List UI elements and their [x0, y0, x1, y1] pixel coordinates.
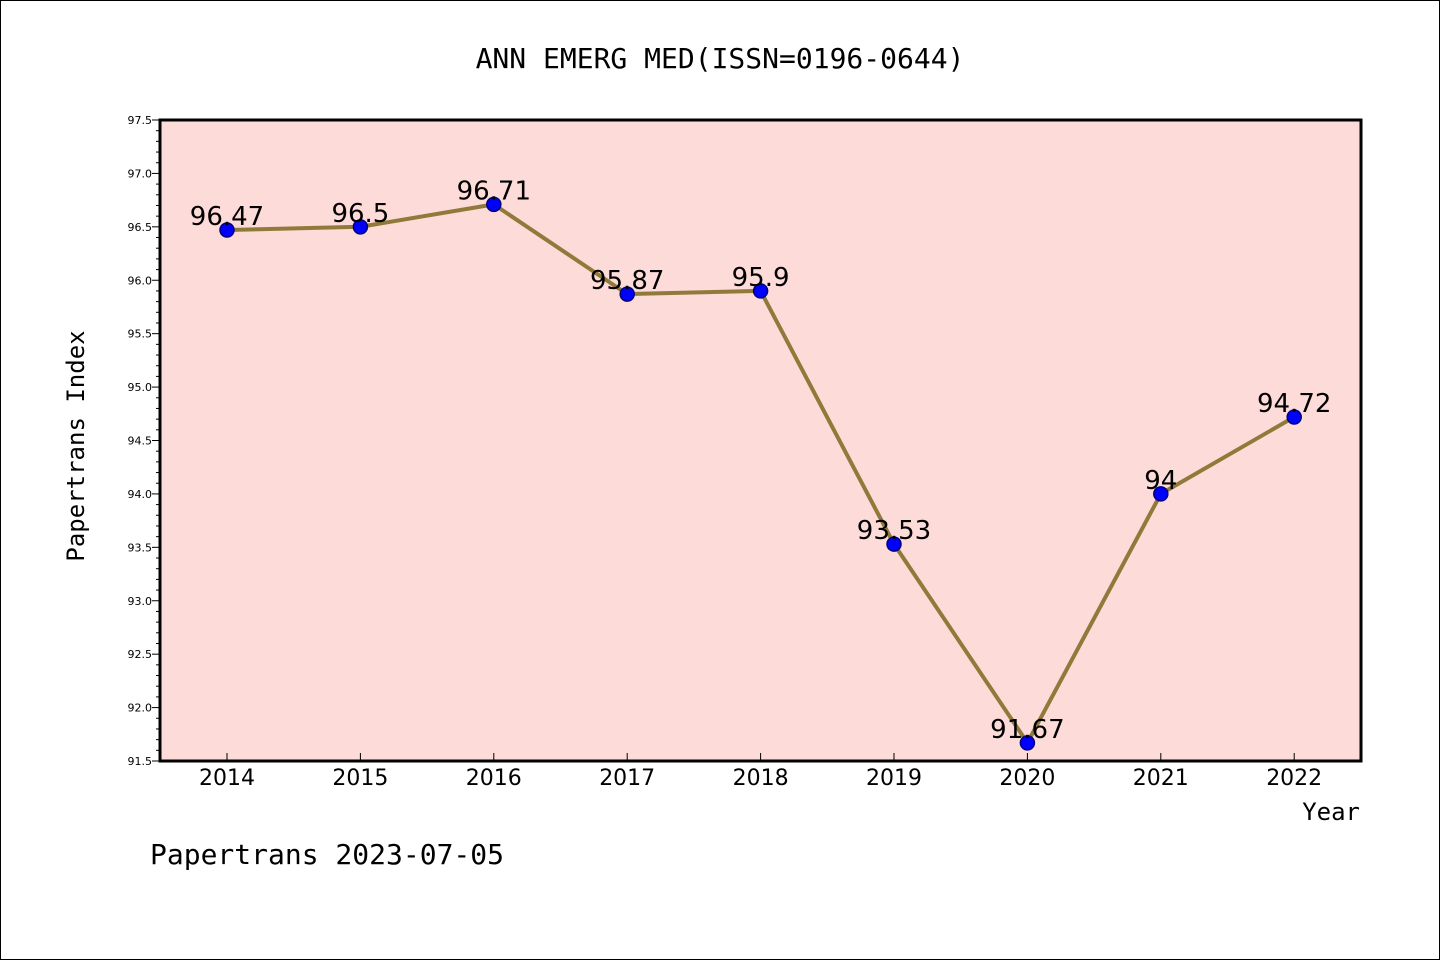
plot-border: [158, 118, 1363, 763]
data-value-label: 95.87: [590, 266, 664, 296]
y-tick-label: 96.5: [128, 221, 153, 234]
data-point: [886, 536, 902, 552]
data-value-label: 96.47: [190, 202, 264, 232]
x-tick-label: 2016: [466, 766, 522, 791]
data-point: [486, 196, 502, 213]
data-point: [219, 222, 235, 238]
y-tick-label: 95.5: [128, 328, 153, 341]
data-point: [352, 219, 369, 235]
data-value-label: 96.71: [457, 176, 531, 206]
data-value-label: 95.9: [732, 263, 790, 293]
x-tick-label: 2022: [1266, 766, 1322, 791]
x-axis-title: Year: [1302, 798, 1360, 826]
y-axis-ticks: 91.5 92.0 92.5 93.0 93.5 94.0 94.5 95.0 95.5 96.0…: [128, 114, 160, 768]
chart-title: ANN EMERG MED(ISSN=0196-0644): [476, 42, 965, 75]
x-tick-label: 2014: [199, 766, 255, 791]
data-labels: 96.47 96.5 96.71 95.87 95.9 93.53 91.67 94 94.72: [190, 176, 1332, 744]
data-point: [752, 283, 769, 299]
y-tick-label: 94.0: [128, 488, 153, 501]
y-axis-title: Papertrans Index: [62, 330, 90, 561]
footer-stamp: Papertrans 2023-07-05: [150, 838, 504, 871]
y-tick-label: 97.5: [128, 114, 153, 127]
x-tick-label: 2015: [332, 766, 388, 791]
y-tick-label: 97.0: [128, 167, 153, 180]
data-value-label: 96.5: [331, 199, 389, 229]
y-tick-label: 93.0: [128, 595, 153, 608]
x-tick-label: 2021: [1133, 766, 1189, 791]
data-value-label: 94.72: [1257, 389, 1331, 419]
data-value-label: 93.53: [857, 516, 931, 546]
y-tick-label: 94.5: [128, 435, 153, 448]
x-tick-label: 2018: [733, 766, 789, 791]
x-tick-label: 2017: [599, 766, 655, 791]
data-point: [1019, 735, 1036, 751]
y-tick-label: 95.0: [128, 381, 153, 394]
x-tick-label: 2019: [866, 766, 922, 791]
y-tick-label: 92.0: [128, 702, 153, 715]
x-tick-label: 2020: [999, 766, 1055, 791]
y-tick-label: 93.5: [128, 541, 153, 554]
y-tick-label: 96.0: [128, 274, 153, 287]
data-point: [1286, 409, 1302, 425]
data-value-label: 94: [1144, 466, 1177, 496]
y-tick-label: 91.5: [128, 755, 153, 768]
y-tick-label: 92.5: [128, 648, 153, 661]
x-axis-ticks: 2014 2015 2016 2017 2018 2019 2020 2021 2022: [199, 753, 1322, 791]
data-point: [1153, 486, 1169, 502]
data-markers: [219, 196, 1302, 751]
data-point: [619, 286, 635, 302]
data-value-label: 91.67: [990, 715, 1064, 745]
